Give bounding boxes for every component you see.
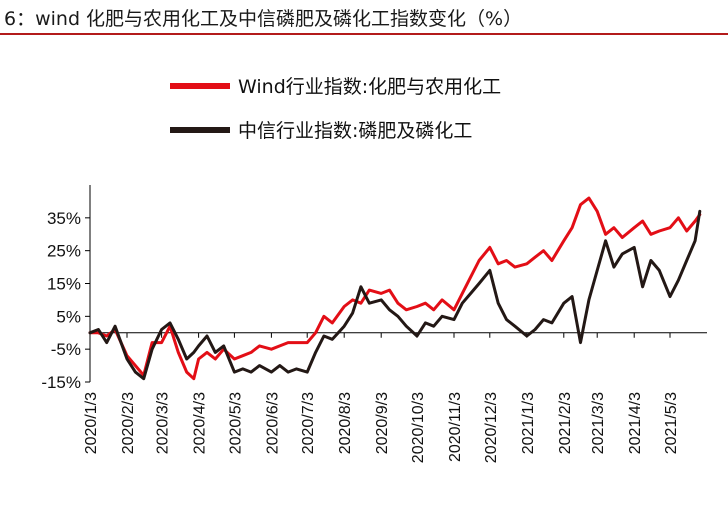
x-tick-label: 2020/3/3	[155, 392, 172, 454]
x-tick-label: 2021/5/3	[663, 392, 680, 454]
x-tick-label: 2020/11/3	[447, 392, 464, 462]
x-tick-label: 2020/9/3	[374, 392, 391, 454]
x-tick-label: 2021/4/3	[627, 392, 644, 454]
series-line-2	[88, 209, 702, 381]
x-tick-label: 2021/3/3	[590, 392, 607, 454]
x-tick-label: 2020/7/3	[300, 392, 317, 454]
y-tick-label: 35%	[47, 209, 81, 228]
x-tick-label: 2020/1/3	[83, 392, 100, 454]
x-tick-label: 2020/6/3	[264, 392, 281, 454]
title-bar: 6：wind 化肥与农用化工及中信磷肥及磷化工指数变化（%）	[0, 0, 728, 35]
legend-label-2: 中信行业指数:磷肥及磷化工	[238, 120, 472, 142]
x-tick-label: 2020/2/3	[120, 392, 137, 454]
y-tick-label: 5%	[56, 307, 81, 326]
x-tick-label: 2020/5/3	[227, 392, 244, 454]
legend-label-1: Wind行业指数:化肥与农用化工	[238, 76, 501, 98]
series-line-1	[88, 196, 702, 381]
title-rule	[0, 33, 728, 35]
x-tick-label: 2021/2/3	[557, 392, 574, 454]
x-tick-label: 2020/8/3	[337, 392, 354, 454]
y-tick-label: 25%	[47, 242, 81, 261]
x-tick-label: 2020/10/3	[410, 392, 427, 463]
y-tick-label: -15%	[41, 373, 81, 392]
x-tick-label: 2020/4/3	[192, 392, 209, 454]
y-tick-label: -5%	[51, 340, 81, 359]
x-tick-label: 2020/12/3	[483, 392, 500, 463]
chart-title: 6：wind 化肥与农用化工及中信磷肥及磷化工指数变化（%）	[4, 8, 523, 30]
x-tick-label: 2021/1/3	[520, 392, 537, 454]
y-tick-label: 15%	[47, 275, 81, 294]
